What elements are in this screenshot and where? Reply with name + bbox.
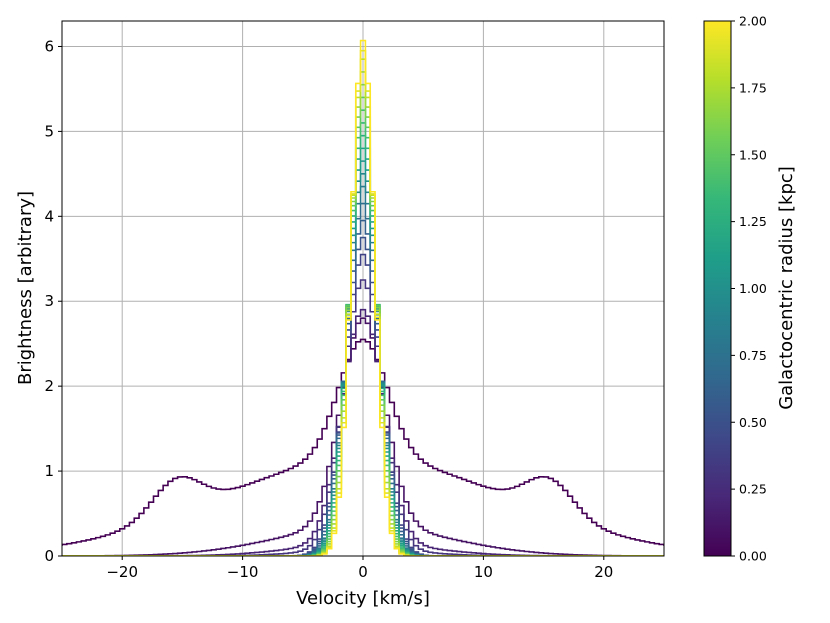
x-axis-ticks: −20 −10 0 10 20 [106, 556, 613, 581]
series-line-r2 [62, 39, 664, 556]
x-tick-label: 0 [358, 563, 368, 581]
x-tick-label: −20 [106, 563, 138, 581]
series-line-r0 [62, 338, 664, 547]
colorbar-ticks: 0.00 0.25 0.50 0.75 1.00 1.25 1.50 1.75 2.00 [731, 14, 767, 564]
x-tick-label: −10 [227, 563, 259, 581]
colorbar-label: Galactocentric radius [kpc] [776, 166, 797, 410]
colorbar-tick-label: 1.50 [739, 147, 767, 162]
y-axis-label: Brightness [arbitrary] [15, 191, 36, 385]
series-line-r0-6 [62, 219, 664, 556]
y-tick-label: 3 [44, 292, 54, 310]
colorbar-tick-label: 1.25 [739, 214, 767, 229]
series-line-r0-4 [62, 253, 664, 556]
y-tick-label: 6 [44, 37, 54, 55]
y-tick-label: 4 [44, 207, 54, 225]
colorbar-tick-label: 1.75 [739, 80, 767, 95]
x-axis-label: Velocity [km/s] [296, 588, 430, 609]
y-tick-label: 0 [44, 547, 54, 565]
colorbar-tick-label: 2.00 [739, 14, 767, 29]
x-tick-label: 10 [474, 563, 493, 581]
colorbar-tick-label: 0.00 [739, 549, 767, 564]
series-lines [62, 39, 664, 556]
y-tick-label: 5 [44, 122, 54, 140]
colorbar-tick-label: 0.50 [739, 415, 767, 430]
series-line-r0-1 [62, 317, 664, 556]
series-line-r0-2 [62, 308, 664, 556]
x-tick-label: 20 [594, 563, 613, 581]
series-line-r0-5 [62, 236, 664, 556]
colorbar-tick-label: 0.75 [739, 348, 767, 363]
y-axis-ticks: 0 1 2 3 4 5 6 [44, 37, 62, 565]
colorbar [703, 20, 732, 557]
colorbar-tick-label: 1.00 [739, 281, 767, 296]
y-tick-label: 2 [44, 377, 54, 395]
grid [62, 21, 664, 557]
y-tick-label: 1 [44, 462, 54, 480]
colorbar-tick-label: 0.25 [739, 482, 767, 497]
